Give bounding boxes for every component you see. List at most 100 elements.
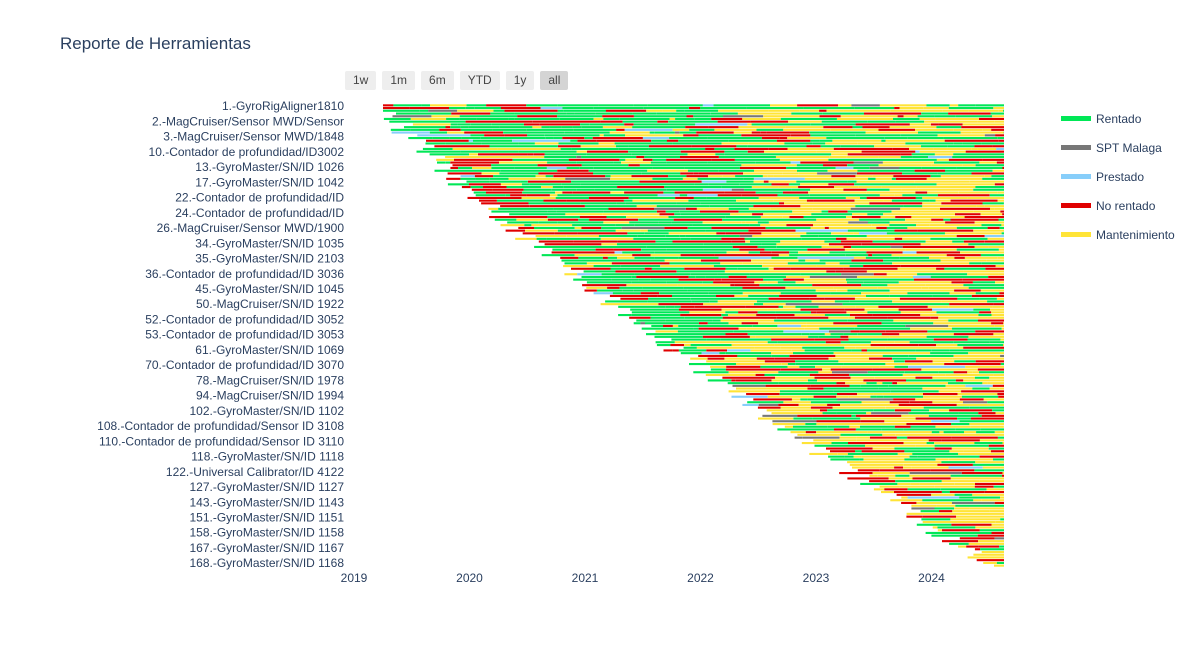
- timeline-segment[interactable]: [564, 262, 587, 265]
- timeline-segment[interactable]: [522, 191, 556, 194]
- timeline-segment[interactable]: [937, 529, 942, 532]
- timeline-segment[interactable]: [593, 166, 601, 169]
- timeline-segment[interactable]: [465, 107, 475, 110]
- timeline-segment[interactable]: [837, 393, 858, 396]
- timeline-segment[interactable]: [532, 120, 544, 123]
- timeline-segment[interactable]: [979, 529, 1004, 532]
- timeline-segment[interactable]: [915, 196, 923, 199]
- timeline-segment[interactable]: [891, 254, 947, 257]
- timeline-segment[interactable]: [981, 499, 1004, 502]
- timeline-segment[interactable]: [895, 120, 925, 123]
- timeline-segment[interactable]: [917, 455, 925, 458]
- timeline-segment[interactable]: [600, 303, 659, 306]
- timeline-segment[interactable]: [434, 169, 449, 172]
- timeline-segment[interactable]: [831, 232, 854, 235]
- timeline-segment[interactable]: [860, 376, 875, 379]
- timeline-segment[interactable]: [953, 371, 968, 374]
- timeline-segment[interactable]: [994, 501, 1004, 504]
- timeline-segment[interactable]: [819, 115, 841, 118]
- timeline-segment[interactable]: [795, 229, 848, 232]
- timeline-segment[interactable]: [669, 137, 708, 140]
- timeline-segment[interactable]: [933, 210, 973, 213]
- timeline-segment[interactable]: [518, 226, 535, 229]
- timeline-segment[interactable]: [702, 281, 714, 284]
- timeline-segment[interactable]: [846, 237, 895, 240]
- timeline-segment[interactable]: [680, 352, 702, 355]
- timeline-segment[interactable]: [765, 384, 811, 387]
- timeline-segment[interactable]: [809, 194, 823, 197]
- timeline-segment[interactable]: [876, 395, 884, 398]
- timeline-segment[interactable]: [831, 442, 849, 445]
- timeline-segment[interactable]: [879, 104, 914, 107]
- timeline-segment[interactable]: [685, 126, 709, 129]
- timeline-segment[interactable]: [577, 232, 628, 235]
- timeline-segment[interactable]: [955, 379, 964, 382]
- timeline-segment[interactable]: [736, 199, 774, 202]
- timeline-segment[interactable]: [902, 237, 931, 240]
- timeline-segment[interactable]: [849, 425, 860, 428]
- timeline-segment[interactable]: [953, 150, 966, 153]
- timeline-segment[interactable]: [994, 207, 1004, 210]
- timeline-segment[interactable]: [763, 180, 769, 183]
- timeline-segment[interactable]: [864, 112, 922, 115]
- timeline-segment[interactable]: [866, 235, 908, 238]
- timeline-segment[interactable]: [915, 150, 920, 153]
- timeline-segment[interactable]: [506, 186, 542, 189]
- timeline-segment[interactable]: [820, 145, 841, 148]
- timeline-segment[interactable]: [516, 218, 548, 221]
- timeline-segment[interactable]: [693, 196, 707, 199]
- timeline-segment[interactable]: [879, 365, 895, 368]
- timeline-segment[interactable]: [669, 117, 676, 120]
- timeline-segment[interactable]: [717, 194, 742, 197]
- timeline-segment[interactable]: [950, 218, 999, 221]
- timeline-segment[interactable]: [883, 199, 892, 202]
- timeline-segment[interactable]: [449, 137, 462, 140]
- timeline-segment[interactable]: [923, 139, 945, 142]
- timeline-segment[interactable]: [783, 401, 811, 404]
- timeline-segment[interactable]: [691, 145, 737, 148]
- timeline-segment[interactable]: [771, 256, 798, 259]
- timeline-segment[interactable]: [740, 254, 779, 257]
- timeline-segment[interactable]: [966, 545, 979, 548]
- timeline-segment[interactable]: [549, 194, 558, 197]
- timeline-segment[interactable]: [917, 213, 956, 216]
- timeline-segment[interactable]: [529, 205, 585, 208]
- timeline-segment[interactable]: [819, 259, 852, 262]
- timeline-segment[interactable]: [1003, 344, 1004, 347]
- timeline-segment[interactable]: [714, 128, 757, 131]
- timeline-segment[interactable]: [991, 523, 1005, 526]
- timeline-segment[interactable]: [620, 123, 625, 126]
- timeline-segment[interactable]: [452, 147, 498, 150]
- timeline-segment[interactable]: [478, 153, 528, 156]
- timeline-segment[interactable]: [841, 273, 874, 276]
- timeline-segment[interactable]: [500, 107, 541, 110]
- timeline-segment[interactable]: [589, 196, 629, 199]
- timeline-segment[interactable]: [701, 180, 727, 183]
- timeline-segment[interactable]: [754, 303, 764, 306]
- timeline-segment[interactable]: [720, 262, 743, 265]
- timeline-segment[interactable]: [949, 409, 992, 412]
- timeline-segment[interactable]: [779, 390, 834, 393]
- timeline-segment[interactable]: [760, 251, 772, 254]
- timeline-segment[interactable]: [907, 235, 957, 238]
- timeline-segment[interactable]: [544, 153, 587, 156]
- timeline-segment[interactable]: [644, 156, 681, 159]
- timeline-segment[interactable]: [916, 357, 952, 360]
- timeline-segment[interactable]: [857, 333, 882, 336]
- timeline-segment[interactable]: [602, 213, 660, 216]
- timeline-segment[interactable]: [654, 207, 686, 210]
- timeline-segment[interactable]: [778, 186, 798, 189]
- timeline-segment[interactable]: [514, 112, 567, 115]
- timeline-segment[interactable]: [665, 210, 680, 213]
- timeline-segment[interactable]: [757, 406, 781, 409]
- timeline-segment[interactable]: [954, 493, 973, 496]
- timeline-segment[interactable]: [469, 183, 501, 186]
- timeline-segment[interactable]: [684, 267, 726, 270]
- timeline-segment[interactable]: [956, 235, 985, 238]
- timeline-segment[interactable]: [534, 142, 559, 145]
- timeline-segment[interactable]: [494, 218, 517, 221]
- timeline-segment[interactable]: [972, 371, 979, 374]
- timeline-segment[interactable]: [834, 186, 859, 189]
- timeline-segment[interactable]: [908, 431, 932, 434]
- timeline-segment[interactable]: [608, 207, 655, 210]
